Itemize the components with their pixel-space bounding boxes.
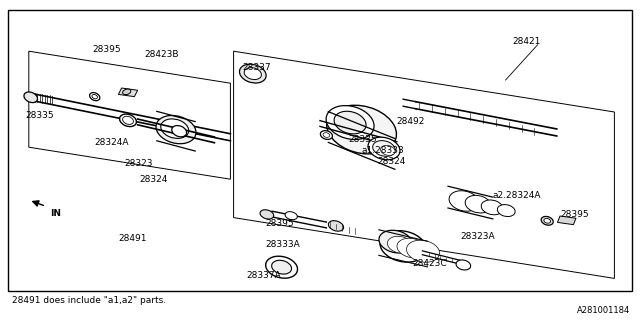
Bar [8, 10, 632, 291]
Ellipse shape [266, 256, 298, 278]
Ellipse shape [321, 131, 332, 140]
Text: 28491 does include "a1,a2" parts.: 28491 does include "a1,a2" parts. [12, 296, 166, 305]
Ellipse shape [397, 238, 426, 258]
Text: 28323A: 28323A [461, 232, 495, 241]
Polygon shape [29, 51, 230, 179]
Ellipse shape [161, 119, 189, 138]
Ellipse shape [123, 116, 133, 124]
Ellipse shape [372, 140, 396, 156]
Ellipse shape [90, 92, 100, 101]
Text: 28395: 28395 [93, 45, 122, 54]
Ellipse shape [260, 210, 274, 219]
Ellipse shape [123, 89, 131, 95]
Ellipse shape [271, 260, 292, 274]
Ellipse shape [285, 212, 298, 220]
Ellipse shape [387, 236, 413, 253]
Ellipse shape [380, 231, 426, 262]
Polygon shape [234, 51, 614, 278]
Ellipse shape [497, 204, 515, 217]
Text: 28423C: 28423C [413, 260, 447, 268]
Polygon shape [118, 88, 138, 97]
Ellipse shape [328, 221, 344, 231]
Text: IN: IN [50, 209, 61, 218]
Ellipse shape [326, 105, 397, 154]
Text: 28395: 28395 [266, 220, 294, 228]
Text: 28324A: 28324A [95, 138, 129, 147]
Text: 28423B: 28423B [144, 50, 179, 59]
Ellipse shape [481, 200, 503, 215]
Text: 28337A: 28337A [246, 271, 281, 280]
Ellipse shape [456, 260, 470, 270]
Ellipse shape [244, 68, 261, 80]
Text: 28324: 28324 [378, 157, 406, 166]
Text: a1.28333: a1.28333 [362, 146, 404, 155]
Ellipse shape [381, 145, 395, 156]
Text: 28333A: 28333A [266, 240, 300, 249]
Text: 28492: 28492 [397, 117, 425, 126]
Polygon shape [557, 216, 576, 225]
Ellipse shape [326, 106, 374, 140]
Ellipse shape [368, 137, 400, 160]
Ellipse shape [541, 216, 553, 225]
Ellipse shape [92, 94, 97, 99]
Ellipse shape [406, 240, 440, 262]
Text: 28337: 28337 [242, 63, 271, 72]
Ellipse shape [172, 125, 187, 137]
Ellipse shape [544, 219, 550, 223]
Text: 28395: 28395 [560, 210, 589, 219]
Ellipse shape [156, 116, 196, 144]
Ellipse shape [120, 114, 136, 127]
Text: 28491: 28491 [118, 234, 147, 243]
Ellipse shape [239, 64, 266, 83]
Text: 28335: 28335 [26, 111, 54, 120]
Text: 28323: 28323 [125, 159, 154, 168]
Text: A281001184: A281001184 [577, 306, 630, 315]
Ellipse shape [24, 92, 38, 103]
Ellipse shape [465, 195, 491, 213]
Ellipse shape [379, 230, 412, 253]
Ellipse shape [334, 111, 366, 134]
Text: 28421: 28421 [512, 37, 540, 46]
Text: a2.28324A: a2.28324A [493, 191, 541, 200]
Text: 28335: 28335 [349, 135, 378, 144]
Ellipse shape [449, 191, 479, 211]
Text: 28324: 28324 [140, 175, 168, 184]
Ellipse shape [323, 133, 330, 137]
